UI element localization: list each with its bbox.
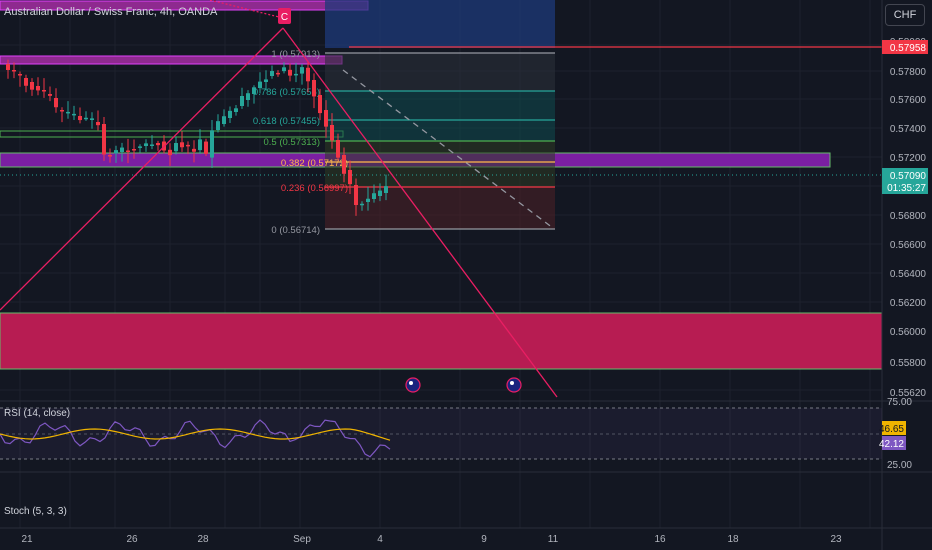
time-tick: 4 [377, 534, 383, 545]
time-tick: 16 [654, 534, 666, 545]
time-tick: 23 [830, 534, 842, 545]
time-tick: 26 [126, 534, 138, 545]
fib-level-label: 0.382 (0.57172) [281, 158, 348, 169]
current-price-badge [882, 168, 928, 194]
trendline-up[interactable] [0, 27, 284, 311]
fib-fill-red [325, 187, 555, 229]
time-axis[interactable]: 21 26 28 Sep 4 9 11 16 18 23 [0, 527, 932, 545]
price-tick: 0.56200 [890, 298, 927, 309]
rsi-line [0, 419, 391, 458]
alert-marker-label: C [281, 12, 288, 23]
flag-au-icon[interactable] [405, 377, 421, 393]
rsi-label[interactable]: RSI (14, close) [4, 408, 71, 419]
price-tick: 0.57600 [890, 95, 927, 106]
flag-au-icon[interactable] [506, 377, 522, 393]
countdown-label: 01:35:27 [887, 183, 926, 194]
rsi-ma-value: 46.65 [879, 424, 904, 435]
alert-marker[interactable] [278, 8, 291, 24]
time-tick: 11 [548, 534, 559, 545]
alert-price-badge [882, 40, 928, 54]
price-tick: 0.57400 [890, 124, 927, 135]
rsi-pane[interactable]: 75.00 25.00 46.65 42.12 [0, 397, 932, 471]
fib-level-label: 0 (0.56714) [271, 225, 320, 236]
fib-fill-teal [325, 91, 555, 141]
rsi-lower-tick: 25.00 [887, 460, 912, 471]
alert-price-label: 0.57958 [890, 43, 927, 54]
stoch-label[interactable]: Stoch (5, 3, 3) [4, 506, 67, 517]
time-tick: Sep [293, 534, 311, 545]
fib-fill-olive [325, 141, 555, 187]
fib-level-label: 1 (0.57913) [271, 49, 320, 60]
trendline-dotted[interactable] [209, 0, 284, 19]
time-tick: 28 [197, 534, 209, 545]
rsi-ma-line [0, 428, 391, 441]
fib-level-label: 0.236 (0.56997) [281, 183, 348, 194]
symbol-title[interactable]: Australian Dollar / Swiss Franc, 4h, OAN… [4, 6, 218, 18]
fib-projection-box-upper [325, 0, 555, 48]
fib-level-label: 0.786 (0.57656) [253, 87, 320, 98]
fib-level-label: 0.5 (0.57313) [263, 137, 320, 148]
rsi-ma-badge [882, 421, 906, 435]
time-tick: 18 [727, 534, 739, 545]
price-tick: 0.57200 [890, 153, 927, 164]
price-tick: 0.57800 [890, 67, 927, 78]
price-tick: 0.56600 [890, 240, 927, 251]
price-tick: 0.56400 [890, 269, 927, 280]
price-tick: 0.55620 [890, 388, 927, 399]
demand-zone[interactable] [0, 312, 883, 370]
fib-retracement[interactable]: 1 (0.57913) 0.786 (0.57656) 0.618 (0.57455… [253, 49, 555, 236]
current-price-label: 0.57090 [890, 171, 927, 182]
rsi-value: 42.12 [879, 439, 904, 450]
fib-level-label: 0.618 (0.57455) [253, 116, 320, 127]
rsi-upper-tick: 75.00 [887, 397, 912, 408]
price-tick: 0.55800 [890, 358, 927, 369]
price-tick: 0.56000 [890, 327, 927, 338]
rsi-value-badge [882, 436, 906, 450]
time-tick: 9 [481, 534, 487, 545]
fib-fill-top [325, 53, 555, 91]
price-tick: 0.56800 [890, 211, 927, 222]
trendline-down[interactable] [282, 27, 558, 398]
time-tick: 21 [21, 534, 33, 545]
candlestick-series[interactable] [6, 59, 388, 216]
currency-button[interactable]: CHF [885, 4, 925, 26]
